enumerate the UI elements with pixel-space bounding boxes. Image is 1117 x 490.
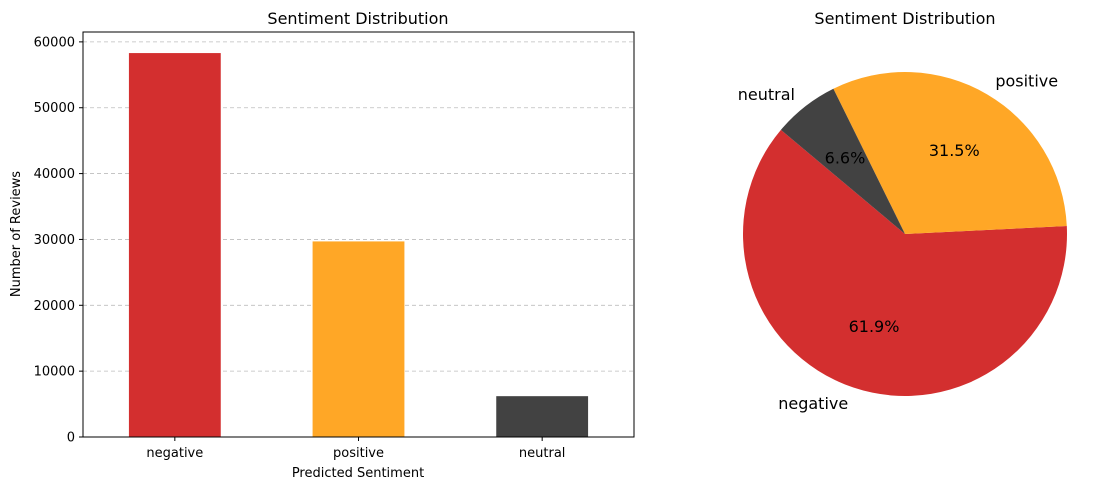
- pie-slices: [743, 72, 1067, 396]
- bar-y-axis-label: Number of Reviews: [9, 171, 24, 297]
- bar-y-tick-label: 50000: [34, 101, 75, 116]
- pie-chart: Sentiment Distribution negative 61.9% posi…: [738, 9, 1067, 413]
- bar-neutral: [496, 396, 589, 437]
- pie-pct-positive: 31.5%: [929, 141, 980, 160]
- pie-label-negative: negative: [778, 394, 848, 413]
- pie-slice-negative: [743, 129, 1067, 396]
- pie-label-neutral: neutral: [738, 85, 795, 104]
- bar-x-tick-label-positive: positive: [333, 446, 384, 461]
- bar-bars: [128, 53, 589, 437]
- bar-x-tick-label-neutral: neutral: [519, 446, 566, 461]
- bar-y-tick-label: 40000: [34, 167, 75, 182]
- pie-chart-title: Sentiment Distribution: [814, 9, 995, 28]
- pie-pct-negative: 61.9%: [849, 317, 900, 336]
- pie-label-positive: positive: [995, 71, 1058, 90]
- bar-y-tick-label: 60000: [34, 35, 75, 50]
- bar-chart-title: Sentiment Distribution: [267, 9, 448, 28]
- pie-slice-positive: [833, 72, 1067, 235]
- pie-labels: negative 61.9% positive 31.5% neutral 6.6%: [738, 71, 1058, 413]
- bar-chart: Sentiment Distribution 0 10000 20000 30000 4…: [9, 9, 635, 481]
- bar-y-tick-label: 20000: [34, 299, 75, 314]
- bar-y-tick-label: 0: [67, 431, 75, 446]
- bar-positive: [312, 241, 405, 437]
- bar-y-tick-label: 10000: [34, 365, 75, 380]
- bar-x-tick-label-negative: negative: [146, 446, 203, 461]
- bar-y-tick-label: 30000: [34, 233, 75, 248]
- pie-slice-neutral: [780, 88, 905, 234]
- bar-y-ticks: 0 10000 20000 30000 40000 50000 60000: [34, 35, 83, 446]
- bar-x-ticks: negative positive neutral: [146, 437, 565, 461]
- bar-x-axis-label: Predicted Sentiment: [292, 466, 424, 481]
- pie-pct-neutral: 6.6%: [825, 149, 866, 168]
- bar-negative: [128, 53, 221, 437]
